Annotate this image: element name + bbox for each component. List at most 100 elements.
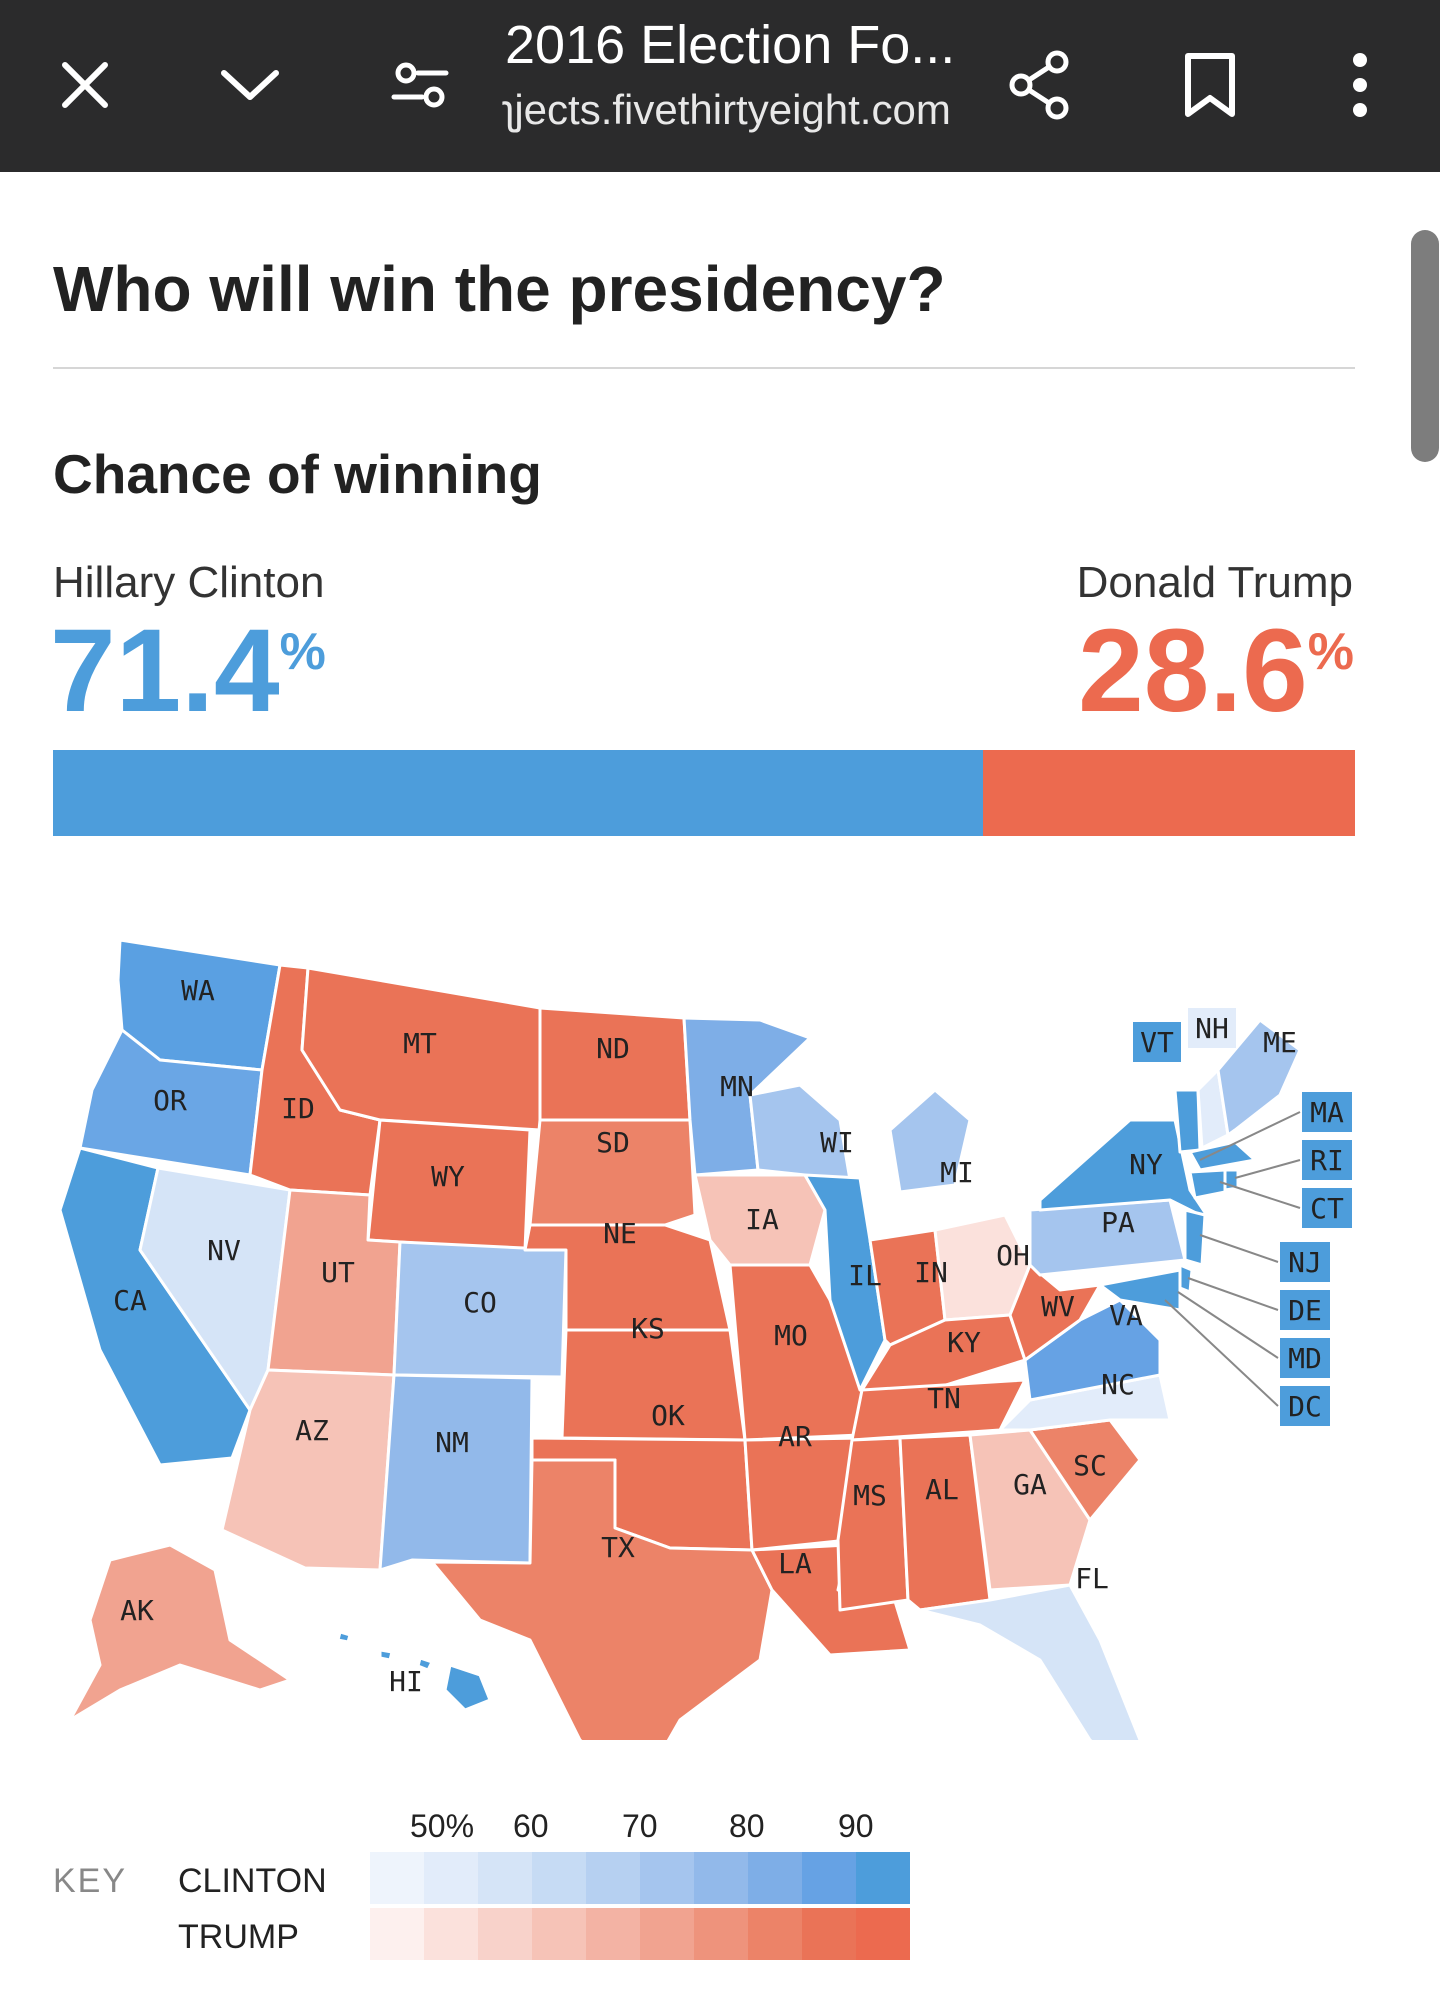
key-trump-swatch [748, 1908, 802, 1960]
us-map: WA OR CA NV ID MT WY UT CO AZ NM ND SD N… [40, 920, 1380, 1792]
label-FL: FL [1075, 1562, 1109, 1595]
box-RI[interactable] [1302, 1140, 1352, 1180]
filter-icon[interactable] [375, 40, 465, 130]
more-vert-icon[interactable] [1315, 40, 1405, 130]
label-NM: NM [435, 1426, 469, 1459]
trump-percent: 28.6% [1078, 605, 1354, 737]
box-NJ[interactable] [1280, 1242, 1330, 1282]
state-IL[interactable] [803, 1173, 887, 1392]
label-OR: OR [153, 1084, 187, 1117]
label-LA: LA [778, 1547, 812, 1580]
hi-island-3 [378, 1648, 394, 1662]
trump-bar-segment [982, 750, 1355, 836]
key-clinton-swatch [748, 1852, 802, 1904]
page-title-tab[interactable]: 2016 Election Fo... [505, 15, 956, 75]
hi-island-4 [416, 1656, 434, 1672]
state-NJ[interactable] [1183, 1208, 1207, 1267]
label-UT: UT [321, 1256, 355, 1289]
label-DE: DE [1288, 1294, 1322, 1327]
label-MO: MO [774, 1319, 808, 1352]
close-icon[interactable] [40, 40, 130, 130]
key-clinton-swatch [424, 1852, 478, 1904]
state-MD[interactable] [1098, 1268, 1182, 1312]
label-NJ: NJ [1288, 1246, 1322, 1279]
scrollbar-thumb[interactable] [1411, 230, 1439, 462]
key-clinton-swatch [370, 1852, 424, 1904]
label-VA: VA [1109, 1299, 1143, 1332]
clinton-percent: 71.4% [50, 605, 326, 737]
key-clinton-label: CLINTON [178, 1862, 327, 1900]
box-MD[interactable] [1280, 1338, 1330, 1378]
box-CT[interactable] [1302, 1188, 1352, 1228]
state-MI[interactable] [888, 1088, 972, 1194]
chance-bar [53, 750, 1355, 836]
label-SD: SD [596, 1126, 630, 1159]
state-NY[interactable] [1038, 1118, 1212, 1222]
label-OK: OK [651, 1399, 685, 1432]
key-tick-50: 50% [410, 1808, 475, 1844]
key-trump-swatch [532, 1908, 586, 1960]
state-FL[interactable] [918, 1583, 1142, 1772]
box-VT[interactable] [1133, 1022, 1181, 1062]
label-TX: TX [601, 1531, 635, 1564]
label-AR: AR [778, 1420, 812, 1453]
label-AK: AK [120, 1594, 154, 1627]
label-IA: IA [745, 1203, 779, 1236]
box-NH[interactable] [1188, 1008, 1236, 1048]
state-CO[interactable] [392, 1240, 568, 1379]
state-SD[interactable] [528, 1118, 697, 1227]
key-clinton-swatch [586, 1852, 640, 1904]
label-ND: ND [596, 1032, 630, 1065]
divider [53, 367, 1355, 369]
label-SC: SC [1073, 1449, 1107, 1482]
key-tick-90: 90 [838, 1808, 874, 1844]
state-CT[interactable] [1188, 1168, 1227, 1200]
state-MA[interactable] [1188, 1140, 1257, 1172]
bookmark-icon[interactable] [1165, 40, 1255, 130]
label-NY: NY [1129, 1148, 1163, 1181]
label-MS: MS [853, 1479, 887, 1512]
state-VT[interactable] [1173, 1088, 1202, 1154]
chevron-down-icon[interactable] [205, 40, 295, 130]
label-MI: MI [940, 1156, 974, 1189]
label-CT: CT [1310, 1192, 1344, 1225]
state-AK[interactable] [68, 1543, 292, 1722]
key-trump-swatch [370, 1908, 424, 1960]
label-NC: NC [1101, 1368, 1135, 1401]
label-CA: CA [113, 1284, 147, 1317]
label-TN: TN [927, 1382, 961, 1415]
label-PA: PA [1101, 1206, 1135, 1239]
hi-island-2 [336, 1630, 352, 1644]
key-trump-swatch [856, 1908, 910, 1960]
state-HI[interactable] [443, 1663, 492, 1712]
state-MS[interactable] [836, 1436, 910, 1612]
state-ME[interactable] [1216, 1018, 1302, 1137]
url-text[interactable]: ʅjects.fivethirtyeight.com [505, 86, 951, 133]
key-title: KEY [53, 1862, 128, 1900]
key-clinton-swatch [640, 1852, 694, 1904]
label-MT: MT [403, 1027, 437, 1060]
key-tick-60: 60 [513, 1808, 549, 1844]
label-RI: RI [1310, 1144, 1344, 1177]
share-icon[interactable] [995, 40, 1085, 130]
label-IL: IL [848, 1259, 882, 1292]
label-ME: ME [1263, 1026, 1297, 1059]
label-MA: MA [1310, 1096, 1344, 1129]
state-TX[interactable] [430, 1458, 774, 1792]
section-heading: Chance of winning [53, 443, 542, 505]
label-MN: MN [720, 1070, 754, 1103]
box-DC[interactable] [1280, 1386, 1330, 1426]
box-DE[interactable] [1280, 1290, 1330, 1330]
state-NM[interactable] [378, 1373, 534, 1572]
box-MA[interactable] [1302, 1092, 1352, 1132]
key-clinton-swatch [856, 1852, 910, 1904]
key-trump-swatch [478, 1908, 532, 1960]
label-WV: WV [1041, 1290, 1075, 1323]
label-ID: ID [281, 1092, 315, 1125]
page-heading: Who will win the presidency? [53, 253, 946, 325]
key-tick-70: 70 [622, 1808, 658, 1844]
key-clinton-swatch [478, 1852, 532, 1904]
label-AZ: AZ [295, 1414, 329, 1447]
label-VT: VT [1140, 1026, 1174, 1059]
key-clinton-swatch [694, 1852, 748, 1904]
